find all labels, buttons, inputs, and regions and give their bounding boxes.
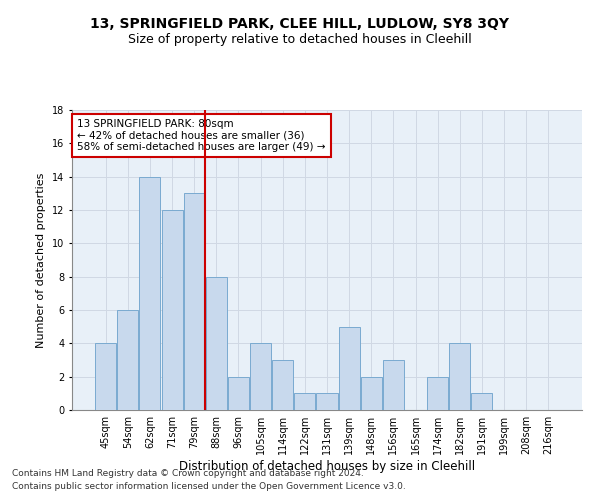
Text: Contains HM Land Registry data © Crown copyright and database right 2024.: Contains HM Land Registry data © Crown c… <box>12 468 364 477</box>
Bar <box>338 326 359 410</box>
Bar <box>316 394 338 410</box>
Bar <box>449 344 470 410</box>
Bar <box>161 210 182 410</box>
Bar <box>383 360 404 410</box>
Text: 13 SPRINGFIELD PARK: 80sqm
← 42% of detached houses are smaller (36)
58% of semi: 13 SPRINGFIELD PARK: 80sqm ← 42% of deta… <box>77 119 326 152</box>
Bar <box>472 394 493 410</box>
Bar <box>427 376 448 410</box>
Bar <box>206 276 227 410</box>
Bar <box>95 344 116 410</box>
X-axis label: Distribution of detached houses by size in Cleehill: Distribution of detached houses by size … <box>179 460 475 473</box>
Bar <box>118 310 139 410</box>
Y-axis label: Number of detached properties: Number of detached properties <box>37 172 46 348</box>
Bar <box>139 176 160 410</box>
Text: Contains public sector information licensed under the Open Government Licence v3: Contains public sector information licen… <box>12 482 406 491</box>
Bar <box>250 344 271 410</box>
Bar <box>184 194 205 410</box>
Bar <box>228 376 249 410</box>
Bar <box>272 360 293 410</box>
Bar <box>361 376 382 410</box>
Text: Size of property relative to detached houses in Cleehill: Size of property relative to detached ho… <box>128 32 472 46</box>
Text: 13, SPRINGFIELD PARK, CLEE HILL, LUDLOW, SY8 3QY: 13, SPRINGFIELD PARK, CLEE HILL, LUDLOW,… <box>91 18 509 32</box>
Bar <box>295 394 316 410</box>
